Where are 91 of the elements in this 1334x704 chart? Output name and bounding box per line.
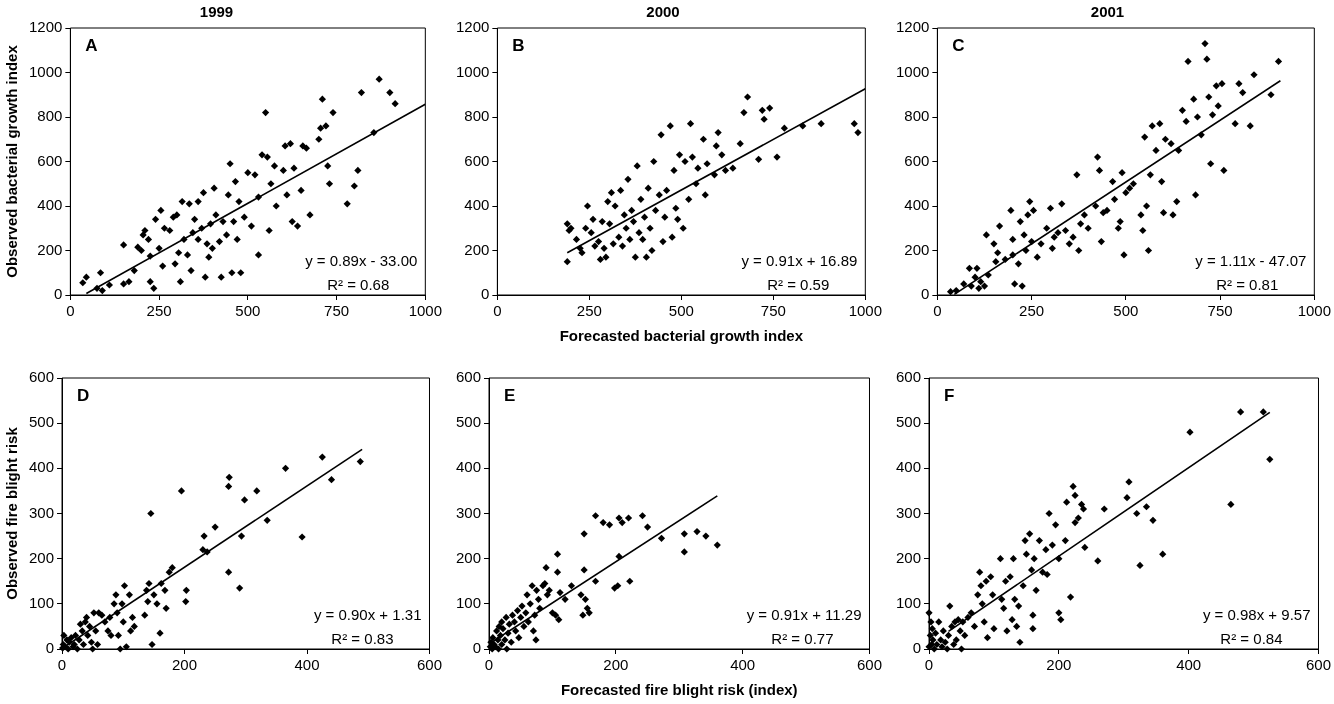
y-tick-label: 1000	[895, 62, 930, 80]
y-axis-title: Observed fire blight risk	[3, 426, 21, 600]
x-tick-label: 250	[1019, 302, 1045, 320]
annotation: R² = 0.68	[327, 275, 390, 293]
x-tick-label: 1000	[1297, 302, 1331, 320]
y-tick-label: 200	[896, 548, 922, 566]
y-tick-label: 200	[904, 240, 930, 258]
y-tick-label: 400	[37, 196, 63, 214]
y-tick-label: 400	[464, 196, 490, 214]
annotation: y = 0.91x + 11.29	[746, 605, 862, 623]
y-tick-label: 1200	[28, 18, 63, 36]
annotation: R² = 0.84	[1220, 629, 1283, 647]
y-tick-label: 600	[29, 368, 55, 386]
x-axis-title: Forecasted fire blight risk (index)	[560, 681, 798, 699]
x-tick-label: 600	[416, 656, 442, 674]
annotation: C	[952, 36, 965, 56]
y-tick-label: 300	[29, 503, 55, 521]
x-tick-label: 0	[493, 302, 502, 320]
y-tick-label: 0	[921, 285, 930, 303]
y-tick-label: 400	[456, 458, 482, 476]
annotation: y = 0.90x + 1.31	[313, 605, 422, 623]
y-tick-label: 800	[464, 107, 490, 125]
x-tick-label: 0	[933, 302, 942, 320]
x-tick-label: 1000	[408, 302, 442, 320]
x-tick-label: 400	[1176, 656, 1202, 674]
y-tick-label: 100	[29, 593, 55, 611]
y-tick-label: 100	[456, 593, 482, 611]
y-tick-label: 600	[904, 151, 930, 169]
x-tick-label: 200	[603, 656, 629, 674]
x-tick-label: 600	[856, 656, 882, 674]
annotation: y = 1.11x - 47.07	[1195, 251, 1307, 269]
y-tick-label: 600	[456, 368, 482, 386]
y-tick-label: 0	[472, 639, 482, 657]
y-tick-label: 500	[29, 413, 55, 431]
y-tick-label: 0	[912, 639, 922, 657]
y-tick-label: 800	[904, 107, 930, 125]
x-tick-label: 1000	[848, 302, 882, 320]
y-tick-label: 0	[481, 285, 490, 303]
chart-title: 2000	[646, 3, 680, 21]
x-tick-label: 750	[1207, 302, 1233, 320]
x-tick-label: 200	[1046, 656, 1072, 674]
y-tick-label: 1000	[28, 62, 63, 80]
y-tick-label: 400	[896, 458, 922, 476]
annotation: F	[944, 386, 955, 406]
y-tick-label: 1200	[895, 18, 930, 36]
chart-title: 2001	[1090, 3, 1125, 21]
annotation: R² = 0.59	[767, 275, 830, 293]
x-tick-label: 500	[235, 302, 261, 320]
annotation: E	[504, 386, 516, 406]
x-tick-label: 250	[576, 302, 602, 320]
y-tick-label: 500	[896, 413, 922, 431]
y-tick-label: 1000	[455, 62, 490, 80]
y-tick-label: 0	[45, 639, 55, 657]
y-tick-label: 200	[37, 240, 63, 258]
y-tick-label: 800	[37, 107, 63, 125]
y-tick-label: 200	[464, 240, 490, 258]
y-tick-label: 600	[37, 151, 63, 169]
x-tick-label: 0	[66, 302, 75, 320]
x-tick-label: 750	[324, 302, 350, 320]
x-tick-label: 750	[760, 302, 786, 320]
x-tick-label: 200	[172, 656, 198, 674]
y-tick-label: 300	[456, 503, 482, 521]
annotation: D	[77, 386, 90, 406]
annotation: R² = 0.83	[331, 629, 394, 647]
annotation: A	[85, 36, 98, 56]
annotation: R² = 0.81	[1216, 275, 1279, 293]
x-tick-label: 400	[730, 656, 756, 674]
y-tick-label: 400	[904, 196, 930, 214]
y-tick-label: 200	[29, 548, 55, 566]
annotation: R² = 0.77	[771, 629, 834, 647]
y-tick-label: 0	[54, 285, 63, 303]
x-tick-label: 500	[668, 302, 694, 320]
x-tick-label: 600	[1305, 656, 1331, 674]
y-tick-label: 1200	[455, 18, 490, 36]
chart-title: 1999	[199, 3, 234, 21]
y-tick-label: 200	[456, 548, 482, 566]
annotation: B	[512, 36, 525, 56]
x-tick-label: 400	[294, 656, 320, 674]
y-tick-label: 600	[464, 151, 490, 169]
y-tick-label: 400	[29, 458, 55, 476]
annotation: y = 0.91x + 16.89	[741, 251, 858, 269]
x-tick-label: 250	[146, 302, 172, 320]
y-tick-label: 500	[456, 413, 482, 431]
y-tick-label: 300	[896, 503, 922, 521]
x-axis-title: Forecasted bacterial growth index	[559, 327, 804, 345]
x-tick-label: 500	[1113, 302, 1139, 320]
y-tick-label: 600	[896, 368, 922, 386]
annotation: y = 0.89x - 33.00	[305, 251, 418, 269]
y-tick-label: 100	[896, 593, 922, 611]
annotation: y = 0.98x + 9.57	[1202, 605, 1311, 623]
y-axis-title: Observed bacterial growth index	[3, 44, 21, 278]
